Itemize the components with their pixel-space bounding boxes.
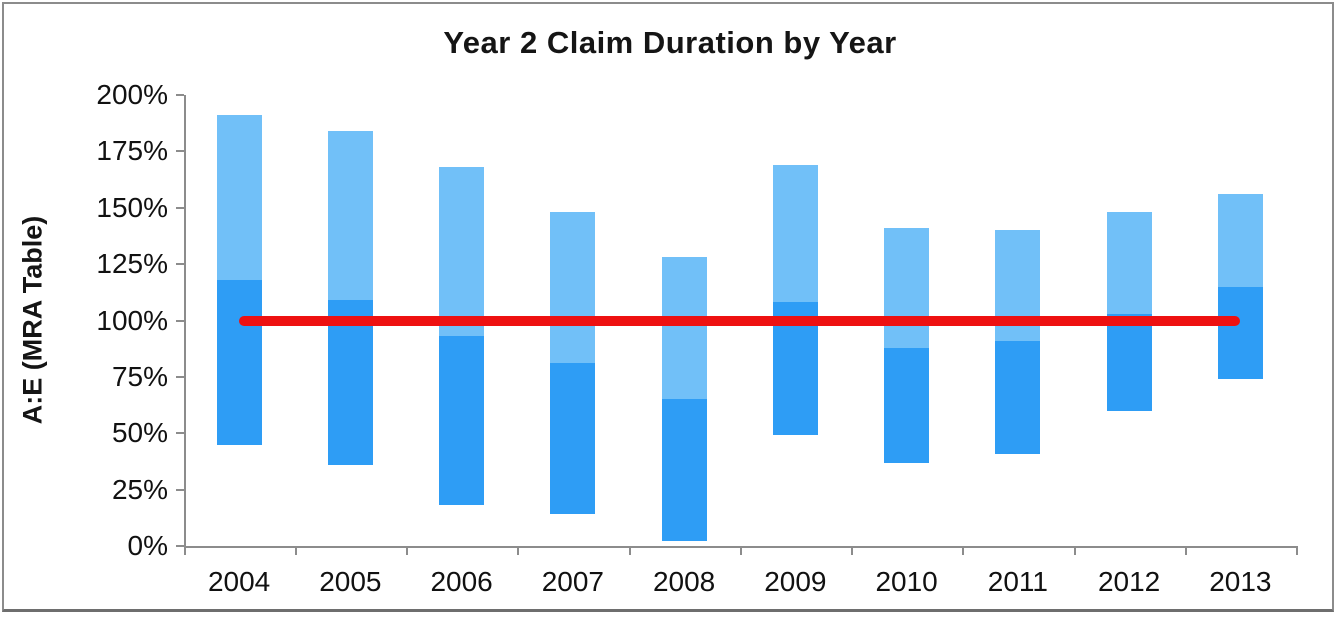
y-axis-tick-mark [175, 150, 184, 153]
x-tick-label: 2008 [652, 566, 716, 597]
x-tick-label: 2009 [764, 566, 827, 597]
bar-segment-lower_segment_dark_blue [661, 399, 707, 542]
y-axis-tick-mark [175, 319, 184, 322]
bar-segment-lower_segment_dark_blue [995, 340, 1041, 454]
y-axis-tick-mark [175, 94, 184, 96]
y-axis-tick-mark [175, 263, 184, 266]
x-tick-label: 2011 [987, 566, 1048, 597]
y-axis-tick-mark [175, 432, 184, 435]
y-tick-label: 175% [96, 135, 168, 167]
x-tick-label: 2012 [1097, 566, 1161, 597]
bar-segment-lower_segment_dark_blue [1217, 286, 1263, 380]
y-axis-line [183, 95, 186, 548]
chart-title: Year 2 Claim Duration by Year [443, 25, 897, 60]
bar-segment-upper_segment_light_blue [772, 164, 818, 303]
x-axis-tick-mark [962, 546, 965, 555]
y-axis-tick-mark [175, 545, 184, 547]
x-axis-tick-mark [517, 546, 520, 555]
y-tick-label: 25% [111, 473, 168, 505]
x-tick-label: 2013 [1209, 566, 1272, 597]
y-tick-label: 50% [111, 417, 168, 449]
x-axis-tick-mark [628, 546, 631, 555]
bar-segment-lower_segment_dark_blue [884, 347, 930, 463]
bar-segment-upper_segment_light_blue [439, 167, 485, 337]
y-axis-title: A:E (MRA Table) [17, 215, 48, 425]
bar-segment-lower_segment_dark_blue [1106, 313, 1152, 411]
reference-line-100pct [239, 315, 1241, 326]
x-tick-label: 2010 [875, 566, 938, 597]
bar-segment-lower_segment_dark_blue [439, 336, 485, 506]
y-axis-tick-mark [175, 488, 184, 491]
bar-segment-upper_segment_light_blue [216, 115, 262, 280]
bar-segment-lower_segment_dark_blue [550, 363, 596, 515]
y-tick-label: 125% [96, 248, 168, 280]
x-axis-tick-mark [183, 546, 186, 555]
bar-segment-upper_segment_light_blue [327, 131, 373, 301]
x-axis-tick-mark [1296, 546, 1298, 555]
bar-segment-lower_segment_dark_blue [327, 300, 373, 465]
x-axis-tick-mark [1184, 546, 1187, 555]
bar-segment-upper_segment_light_blue [661, 257, 707, 400]
x-tick-label: 2005 [319, 566, 382, 597]
y-axis-tick-mark [175, 375, 184, 378]
bar-segment-upper_segment_light_blue [550, 212, 596, 364]
x-tick-label: 2007 [541, 566, 605, 597]
x-axis-tick-mark [1073, 546, 1076, 555]
y-tick-label: 75% [111, 360, 168, 392]
x-axis-tick-mark [739, 546, 742, 555]
x-axis-tick-mark [851, 546, 853, 555]
x-axis-tick-mark [406, 546, 408, 555]
bar-segment-lower_segment_dark_blue [216, 279, 262, 445]
y-tick-label: 0% [127, 530, 168, 561]
x-tick-label: 2004 [207, 566, 271, 597]
x-axis-tick-mark [294, 546, 297, 555]
bar-segment-upper_segment_light_blue [884, 228, 930, 348]
x-tick-label: 2006 [430, 566, 493, 597]
y-tick-label: 150% [96, 191, 168, 223]
y-axis-tick-mark [175, 206, 184, 209]
bar-segment-upper_segment_light_blue [1217, 194, 1263, 287]
y-tick-label: 100% [96, 304, 168, 336]
bar-segment-upper_segment_light_blue [1106, 212, 1152, 314]
y-tick-label: 200% [96, 79, 168, 110]
